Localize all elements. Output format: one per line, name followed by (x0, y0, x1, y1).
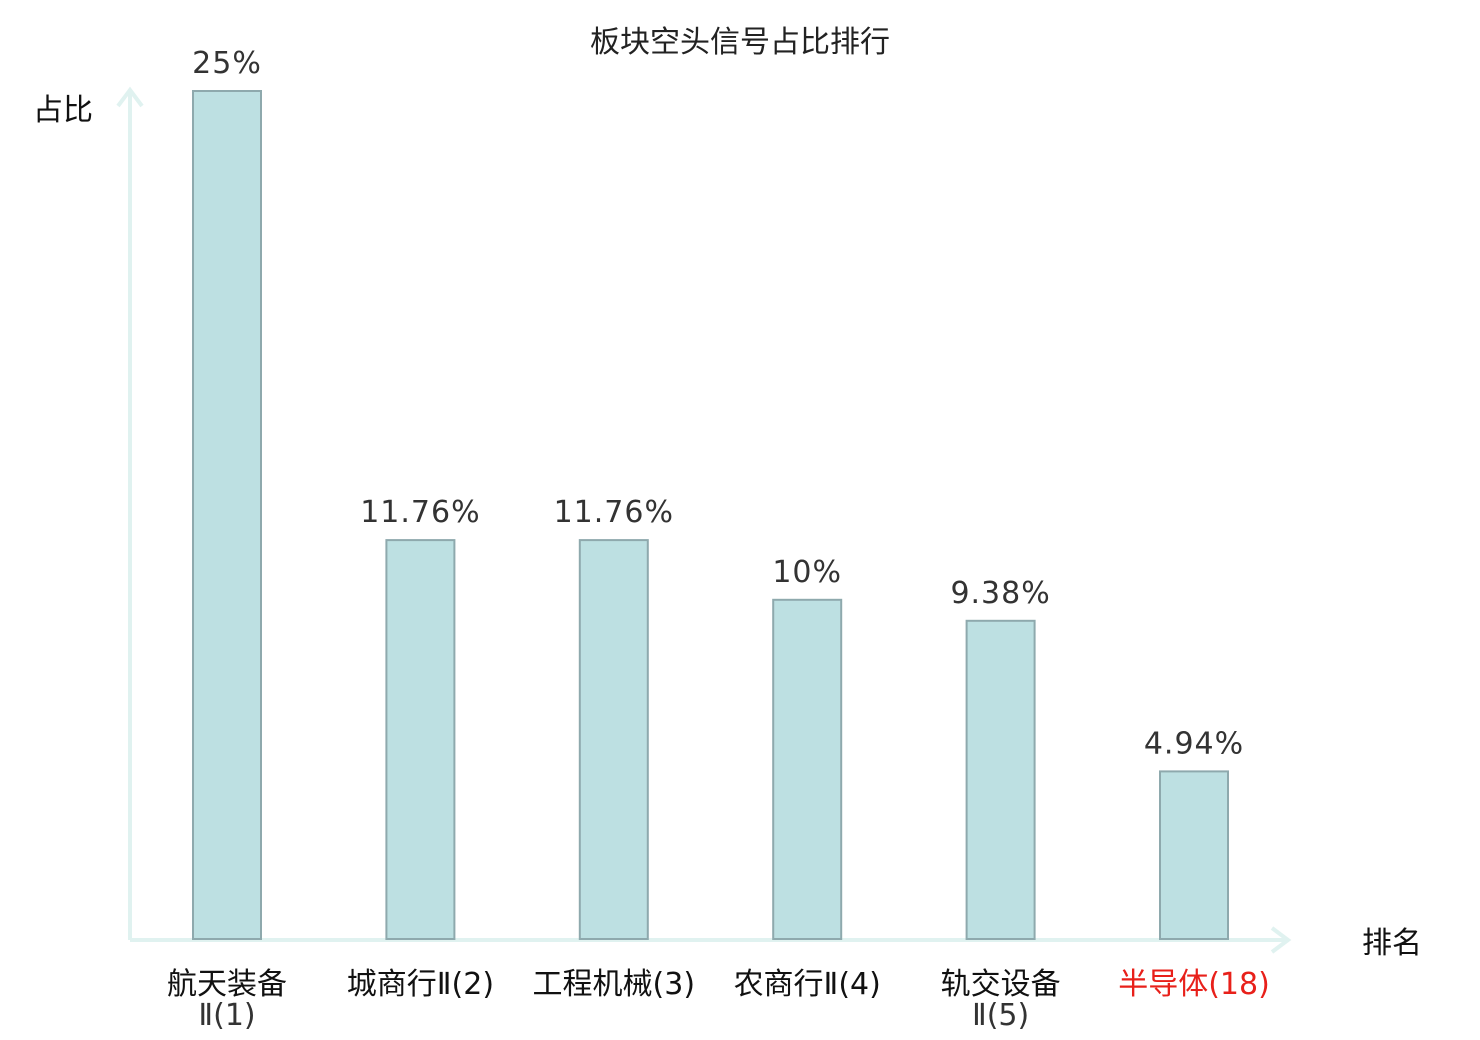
bars-group (192, 90, 1229, 941)
bar-value-label: 4.94% (1144, 726, 1244, 761)
axes (116, 86, 1292, 954)
bar-value-label: 25% (192, 46, 262, 81)
category-label: 航天装备 (167, 967, 287, 1002)
bar-value-label: 9.38% (950, 576, 1050, 611)
category-label: 轨交设备 (941, 967, 1061, 1002)
category-label-line2: Ⅱ(5) (972, 998, 1029, 1033)
bar (192, 90, 262, 940)
y-axis-arrow (116, 86, 144, 108)
bar (385, 539, 456, 940)
chart-title: 板块空头信号占比排行 (590, 25, 890, 60)
category-label: 半导体(18) (1118, 967, 1270, 1002)
bar-value-label: 10% (772, 555, 842, 590)
bar-value-label: 11.76% (360, 495, 480, 530)
bar-value-label: 11.76% (554, 495, 674, 530)
y-axis-label: 占比 (33, 93, 93, 128)
bar (965, 619, 1036, 940)
bar (578, 539, 649, 940)
category-label: 农商行Ⅱ(4) (734, 967, 881, 1002)
x-axis-arrow (1270, 926, 1292, 954)
value-labels-group: 25% 11.76% 11.76% 10% 9.38% 4.94% (192, 46, 1244, 761)
x-axis-label: 排名 (1362, 926, 1422, 961)
category-label-line2: Ⅱ(1) (198, 998, 255, 1033)
category-label: 工程机械(3) (533, 967, 696, 1002)
bar (772, 598, 843, 940)
category-label: 城商行Ⅱ(2) (347, 967, 494, 1002)
bar (1159, 770, 1229, 941)
